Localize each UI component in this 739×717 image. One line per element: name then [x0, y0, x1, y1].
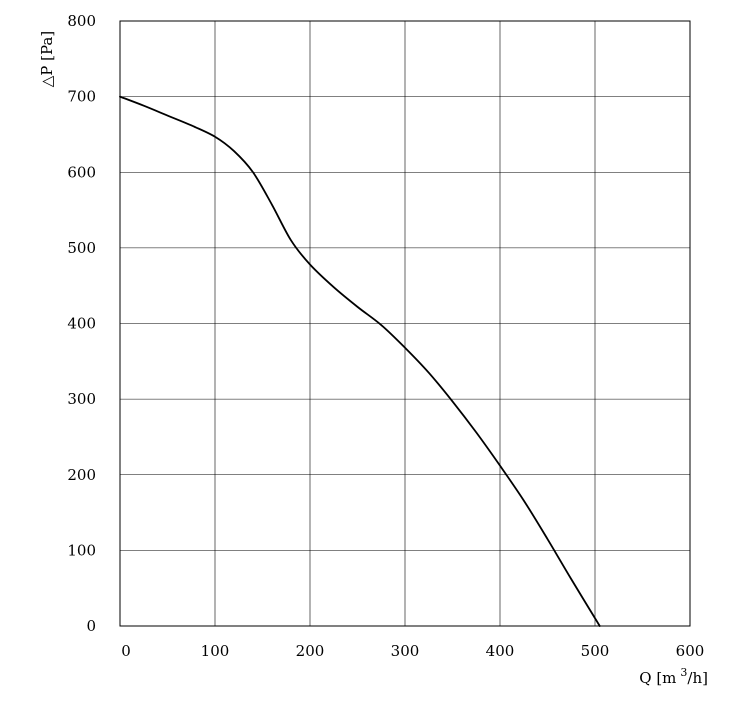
tick-labels: 0 100 200 300 400 500 600 0 100 200 300 400 500 600 70…: [67, 12, 704, 660]
y-tick-label: 0: [86, 617, 96, 635]
plot-frame: [119, 20, 691, 627]
y-tick-label: 400: [67, 315, 96, 333]
x-tick-label: 400: [486, 642, 515, 660]
y-tick-label: 300: [67, 390, 96, 408]
x-tick-label: 200: [296, 642, 325, 660]
series-line: [119, 95, 601, 627]
y-tick-label: 200: [67, 466, 96, 484]
y-tick-label: 100: [67, 541, 96, 559]
x-axis-label-superscript: 3: [680, 666, 687, 679]
y-tick-label: 800: [67, 12, 96, 30]
x-tick-label: 300: [391, 642, 420, 660]
x-axis-label-main: Q [m: [639, 669, 676, 687]
y-tick-label: 500: [67, 239, 96, 257]
x-axis-label-unit: /h]: [687, 669, 708, 687]
x-tick-label: 0: [121, 642, 131, 660]
grid: [119, 20, 691, 627]
y-axis-label: △P [Pa]: [38, 31, 56, 87]
y-tick-label: 700: [67, 88, 96, 106]
x-tick-label: 600: [676, 642, 705, 660]
x-axis-label: Q [m 3/h]: [639, 666, 708, 687]
y-tick-label: 600: [67, 163, 96, 181]
x-tick-label: 500: [581, 642, 610, 660]
x-tick-label: 100: [201, 642, 230, 660]
